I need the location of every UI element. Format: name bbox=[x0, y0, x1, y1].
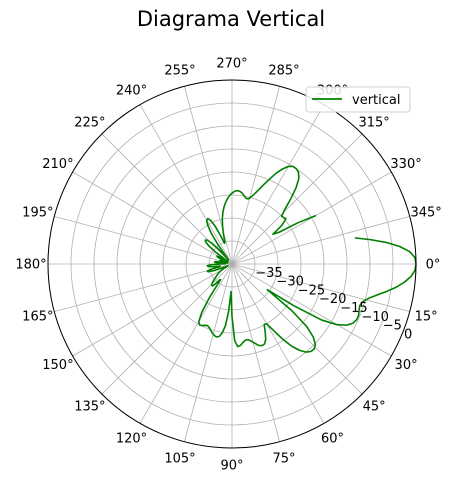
theta-tick-label: 330° bbox=[390, 157, 421, 172]
r-tick-label: −15 bbox=[340, 301, 367, 316]
r-tick-label: −30 bbox=[276, 275, 303, 290]
chart-title: Diagrama Vertical bbox=[137, 7, 325, 31]
series-line-vertical bbox=[198, 165, 417, 353]
polar-frame bbox=[47, 79, 417, 449]
r-tick-label: −35 bbox=[255, 266, 282, 281]
polar-grid bbox=[47, 79, 417, 449]
r-tick-label: −10 bbox=[361, 310, 388, 325]
theta-tick-label: 195° bbox=[22, 205, 53, 220]
r-tick-label: −20 bbox=[319, 292, 346, 307]
theta-tick-label: 225° bbox=[74, 115, 105, 130]
theta-tick-label: 345° bbox=[410, 205, 441, 220]
theta-tick-label: 315° bbox=[358, 115, 389, 130]
theta-tick-label: 255° bbox=[164, 63, 195, 78]
theta-tick-label: 120° bbox=[116, 432, 147, 447]
theta-tick-label: 90° bbox=[220, 459, 243, 474]
theta-tick-label: 150° bbox=[42, 358, 73, 373]
theta-tick-label: 240° bbox=[116, 83, 147, 98]
r-tick-label: 0 bbox=[404, 327, 412, 342]
theta-tick-label: 45° bbox=[363, 400, 386, 415]
theta-tick-label: 180° bbox=[15, 258, 46, 273]
theta-tick-labels: 0° 15° 30° 45° 60° 75° 90° 105° 120° 135° 150° 165°… bbox=[15, 57, 441, 474]
theta-tick-label: 165° bbox=[22, 310, 53, 325]
radial-tick-labels: −35−30−25−20−15−10−50 bbox=[255, 266, 412, 343]
theta-tick-label: 105° bbox=[164, 452, 195, 467]
series-layer bbox=[198, 165, 417, 353]
theta-tick-label: 285° bbox=[268, 63, 299, 78]
theta-tick-label: 0° bbox=[426, 258, 441, 273]
r-gridline-2 bbox=[162, 194, 302, 334]
theta-tick-label: 210° bbox=[42, 157, 73, 172]
theta-tick-label: 135° bbox=[74, 400, 105, 415]
r-gridline-0 bbox=[208, 240, 256, 288]
legend: vertical bbox=[305, 86, 411, 113]
theta-tick-label: 30° bbox=[395, 358, 418, 373]
r-tick-label: −25 bbox=[298, 283, 325, 298]
r-gridline-3 bbox=[139, 171, 325, 357]
legend-box bbox=[305, 86, 411, 113]
theta-tick-label: 15° bbox=[415, 310, 438, 325]
legend-label-vertical: vertical bbox=[352, 93, 400, 108]
theta-tick-label: 75° bbox=[272, 452, 295, 467]
r-tick-label: −5 bbox=[383, 319, 402, 334]
theta-tick-label: 60° bbox=[321, 432, 344, 447]
r-gridline-4 bbox=[116, 148, 348, 380]
r-gridline-5 bbox=[93, 125, 371, 403]
r-gridline-6 bbox=[70, 102, 394, 426]
theta-tick-label: 270° bbox=[216, 57, 247, 72]
